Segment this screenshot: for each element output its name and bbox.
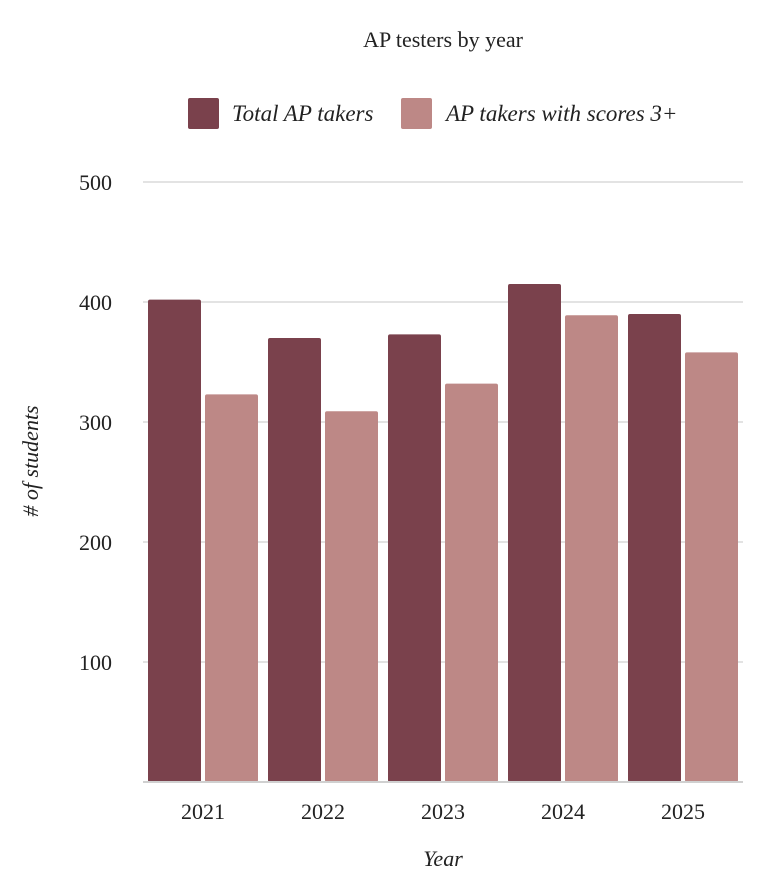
- bar-total-2023: [388, 334, 441, 782]
- y-tick-label: 300: [79, 410, 112, 435]
- bar-scores-2025: [685, 352, 738, 782]
- legend-swatch-scores: [401, 98, 432, 129]
- bar-scores-2023: [445, 383, 498, 782]
- x-tick-label: 2024: [541, 799, 585, 824]
- x-axis-ticks: 2021 2022 2023 2024 2025: [181, 799, 705, 824]
- bar-total-2021: [148, 299, 201, 782]
- x-tick-label: 2023: [421, 799, 465, 824]
- y-tick-label: 400: [79, 290, 112, 315]
- x-tick-label: 2025: [661, 799, 705, 824]
- y-tick-label: 200: [79, 530, 112, 555]
- legend: Total AP takers AP takers with scores 3+: [188, 98, 677, 129]
- legend-label-scores: AP takers with scores 3+: [444, 101, 677, 126]
- y-tick-label: 100: [79, 650, 112, 675]
- y-axis-ticks: 100 200 300 400 500: [79, 170, 112, 675]
- legend-label-total: Total AP takers: [232, 101, 373, 126]
- y-axis-title: # of students: [18, 405, 43, 516]
- bar-total-2024: [508, 284, 561, 782]
- bar-scores-2024: [565, 315, 618, 782]
- x-tick-label: 2022: [301, 799, 345, 824]
- x-tick-label: 2021: [181, 799, 225, 824]
- legend-swatch-total: [188, 98, 219, 129]
- bar-scores-2021: [205, 394, 258, 782]
- x-axis-title: Year: [423, 846, 463, 871]
- bar-total-2025: [628, 314, 681, 782]
- legend-item-total: Total AP takers: [188, 98, 373, 129]
- legend-item-scores: AP takers with scores 3+: [401, 98, 677, 129]
- bar-total-2022: [268, 338, 321, 782]
- chart-title: AP testers by year: [363, 27, 524, 52]
- y-tick-label: 500: [79, 170, 112, 195]
- bar-scores-2022: [325, 411, 378, 782]
- bars: [148, 284, 738, 782]
